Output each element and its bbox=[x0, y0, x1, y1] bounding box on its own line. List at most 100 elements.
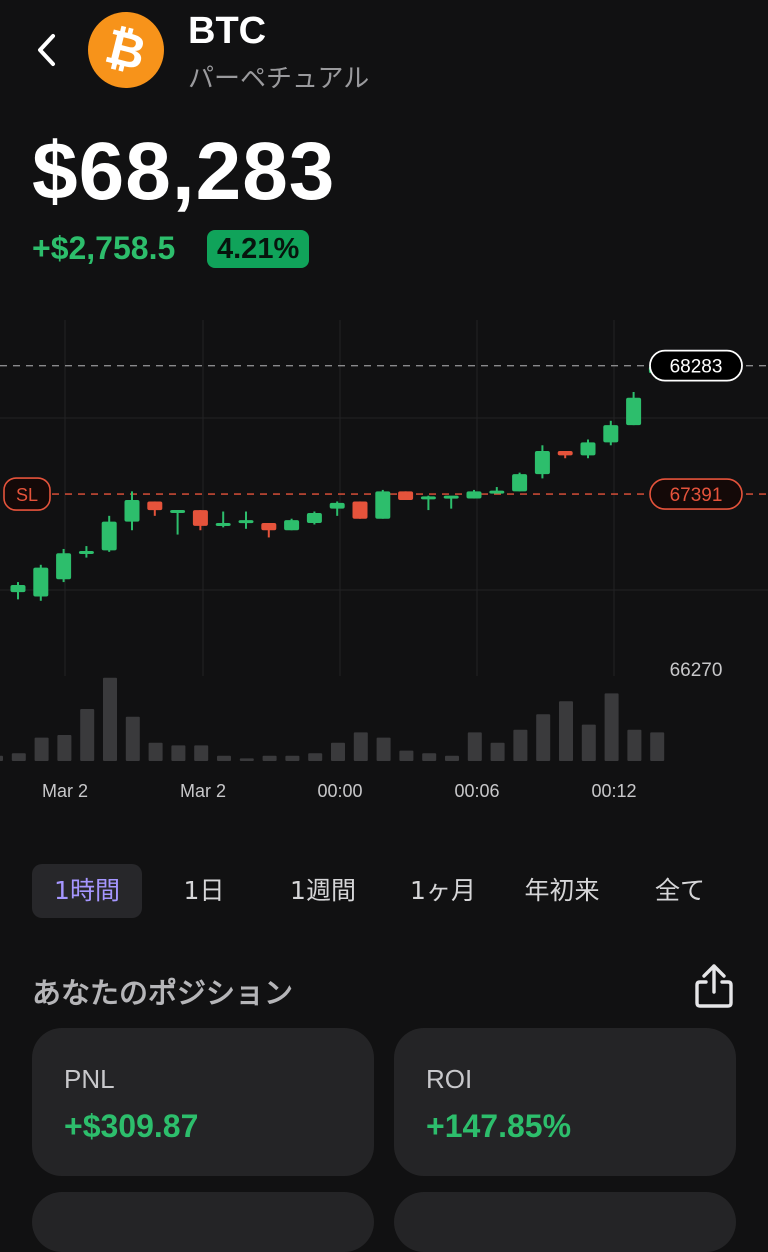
volume-bar bbox=[422, 753, 437, 761]
volume-bar bbox=[171, 745, 186, 761]
candle bbox=[489, 487, 505, 494]
asset-subtitle: パーペチュアル bbox=[188, 64, 370, 94]
candle-body bbox=[306, 512, 322, 524]
share-button[interactable] bbox=[692, 962, 736, 1010]
x-axis-label: 00:06 bbox=[454, 781, 499, 801]
volume-bar bbox=[445, 755, 459, 761]
candle bbox=[170, 510, 186, 535]
candle bbox=[56, 548, 72, 583]
candle-body bbox=[192, 510, 208, 526]
current-price: $68,283 bbox=[32, 126, 336, 217]
tab-1h[interactable]: 1時間 bbox=[32, 864, 142, 918]
volume-bar bbox=[103, 677, 117, 761]
x-axis-label: 00:00 bbox=[317, 781, 362, 801]
candle bbox=[534, 445, 550, 479]
volume-bar bbox=[148, 742, 163, 761]
volume-bar bbox=[376, 737, 391, 761]
price-change-percent-badge: 4.21% bbox=[207, 230, 310, 268]
roi-value: +147.85% bbox=[426, 1108, 572, 1144]
volume-bar bbox=[467, 732, 482, 761]
position-card[interactable] bbox=[394, 1192, 736, 1252]
tab-ytd[interactable]: 年初来 bbox=[524, 876, 600, 905]
candle-body bbox=[215, 522, 231, 526]
candle-body bbox=[603, 425, 619, 443]
candle-body bbox=[238, 520, 254, 524]
candle-body bbox=[466, 491, 482, 499]
candle-body bbox=[534, 451, 550, 475]
candle-body bbox=[375, 491, 391, 519]
volume-bar bbox=[285, 755, 300, 761]
candle-body bbox=[261, 523, 277, 531]
volume-bar bbox=[581, 724, 596, 761]
candle bbox=[443, 495, 459, 509]
x-axis-label: Mar 2 bbox=[42, 781, 88, 801]
volume-bar bbox=[57, 735, 72, 761]
volume-bar bbox=[0, 755, 3, 761]
volume-bar bbox=[125, 716, 140, 761]
current-price-tag bbox=[649, 349, 743, 382]
candle-body bbox=[626, 397, 642, 426]
candle-body bbox=[512, 474, 528, 492]
candle bbox=[375, 489, 391, 519]
candle-body bbox=[101, 521, 117, 551]
volume-bar bbox=[490, 742, 505, 761]
candle bbox=[626, 392, 642, 426]
candle bbox=[33, 564, 49, 601]
timeframe-tabs: 1時間 1日 1週間 1ヶ月 年初来 全て bbox=[32, 864, 736, 918]
share-icon bbox=[695, 964, 733, 1008]
x-axis-label: 00:12 bbox=[591, 781, 636, 801]
candle-body bbox=[10, 584, 26, 593]
candle bbox=[124, 491, 140, 531]
current-price-tag-text: 68283 bbox=[670, 357, 723, 378]
tab-1w[interactable]: 1週間 bbox=[290, 876, 356, 905]
candle-body bbox=[352, 501, 368, 519]
candle-body bbox=[557, 451, 573, 456]
candle-body bbox=[284, 520, 300, 531]
candle bbox=[352, 501, 368, 519]
candle bbox=[78, 546, 94, 558]
volume-bar bbox=[80, 709, 95, 761]
candle-body bbox=[420, 496, 436, 500]
candle bbox=[306, 511, 322, 525]
roi-card[interactable]: ROI +147.85% bbox=[394, 1028, 736, 1176]
candle bbox=[512, 472, 528, 492]
candle bbox=[466, 489, 482, 499]
candle bbox=[147, 501, 163, 516]
volume-bar bbox=[513, 729, 528, 761]
volume-bar bbox=[239, 758, 254, 761]
candle-body bbox=[329, 502, 345, 509]
candle-body bbox=[443, 495, 459, 499]
candle bbox=[329, 501, 345, 516]
candle bbox=[398, 491, 414, 500]
candle bbox=[284, 518, 300, 531]
candle-body bbox=[489, 490, 505, 494]
volume-bar bbox=[194, 745, 209, 761]
price-chart[interactable]: 68283 67391 SL 66270 Mar 2 Mar 2 00:00 00:06 00:… bbox=[0, 320, 768, 820]
volume-bar bbox=[536, 714, 551, 761]
candle bbox=[101, 515, 117, 552]
tab-1d[interactable]: 1日 bbox=[183, 876, 225, 905]
back-button[interactable] bbox=[30, 30, 64, 70]
pnl-label: PNL bbox=[64, 1064, 115, 1094]
candle bbox=[420, 495, 436, 511]
volume-bar bbox=[604, 693, 619, 761]
candle bbox=[215, 511, 231, 528]
candle bbox=[603, 420, 619, 446]
positions-title: あなたのポジション bbox=[32, 976, 294, 1010]
chevron-left-icon bbox=[38, 34, 55, 66]
volume-bar bbox=[627, 729, 642, 761]
candle bbox=[10, 582, 26, 600]
pnl-card[interactable]: PNL +$309.87 bbox=[32, 1028, 374, 1176]
tab-all[interactable]: 全て bbox=[654, 876, 705, 905]
volume-bar bbox=[399, 750, 414, 761]
y-axis-min-label: 66270 bbox=[670, 660, 723, 681]
asset-symbol: BTC bbox=[188, 10, 267, 52]
candle bbox=[580, 439, 596, 459]
candle bbox=[192, 510, 208, 531]
volume-bar bbox=[217, 755, 231, 761]
volume-bar bbox=[650, 732, 665, 761]
tab-1m[interactable]: 1ヶ月 bbox=[410, 876, 476, 905]
position-card[interactable] bbox=[32, 1192, 374, 1252]
volume-bar bbox=[308, 753, 323, 761]
candle-body bbox=[124, 500, 140, 522]
